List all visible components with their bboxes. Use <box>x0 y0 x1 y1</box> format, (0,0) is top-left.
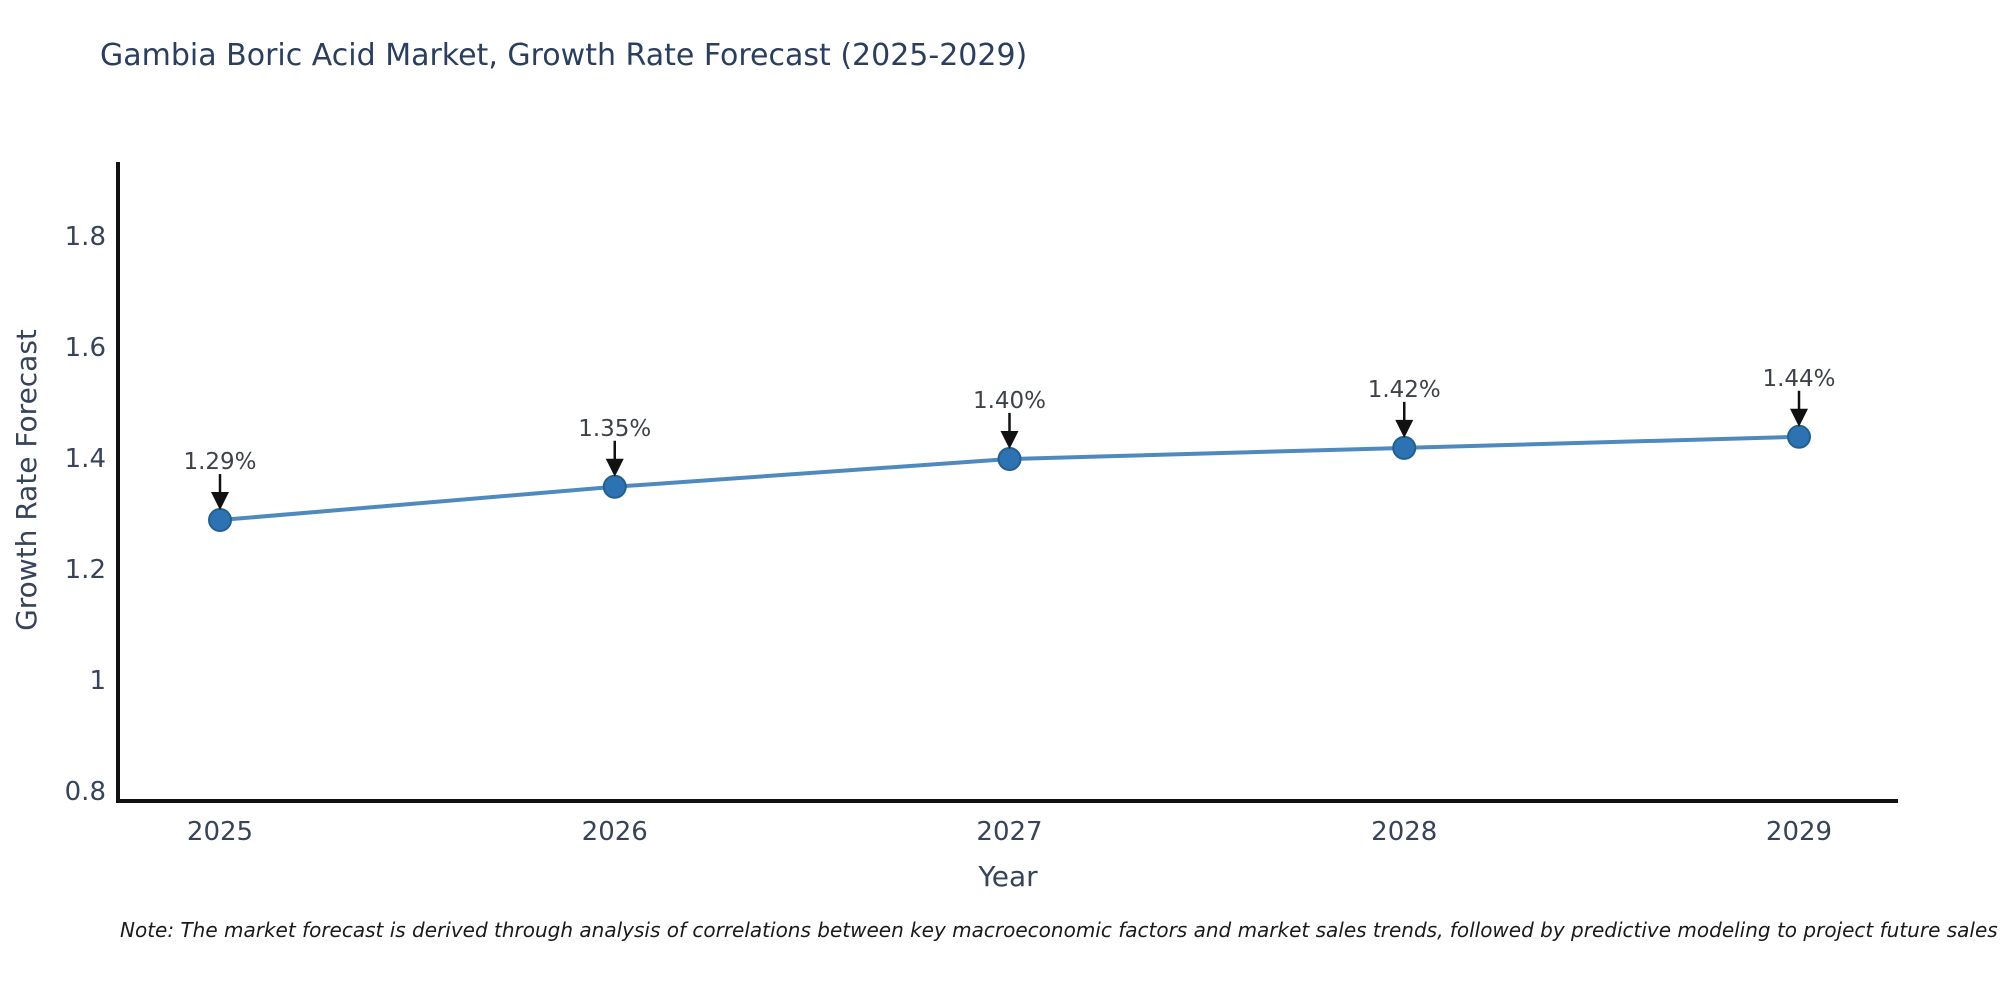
y-tick-label: 1 <box>89 666 106 696</box>
annotation-arrow-head <box>1790 408 1808 427</box>
x-tick-label: 2026 <box>582 817 648 847</box>
annotation-arrow-head <box>211 492 229 511</box>
y-tick-label: 1.8 <box>65 222 106 252</box>
annotation-label: 1.29% <box>183 449 256 475</box>
annotation-label: 1.35% <box>578 416 651 442</box>
y-tick-label: 1.6 <box>65 333 106 363</box>
data-point <box>997 447 1022 471</box>
annotation-label: 1.40% <box>973 388 1046 414</box>
x-axis-title: Year <box>978 860 1038 893</box>
x-tick-label: 2027 <box>976 817 1042 847</box>
data-point <box>1392 435 1417 460</box>
annotation-label: 1.42% <box>1368 377 1441 403</box>
footnote: Note: The market forecast is derived thr… <box>120 918 1998 942</box>
annotation-label: 1.44% <box>1762 366 1835 392</box>
x-tick-label: 2025 <box>187 817 253 847</box>
chart-title: Gambia Boric Acid Market, Growth Rate Fo… <box>100 38 1028 73</box>
data-point <box>1787 424 1811 449</box>
annotation-arrow-head <box>1000 431 1019 449</box>
x-tick-label: 2028 <box>1371 817 1437 847</box>
data-point <box>602 474 627 499</box>
x-tick-label: 2029 <box>1766 817 1832 847</box>
annotation-arrow-head <box>1395 419 1414 438</box>
data-point <box>208 508 232 533</box>
y-tick-label: 1.2 <box>65 555 106 585</box>
y-tick-label: 1.4 <box>65 444 106 474</box>
annotation-arrow-head <box>605 458 624 477</box>
y-tick-label: 0.8 <box>65 777 106 807</box>
